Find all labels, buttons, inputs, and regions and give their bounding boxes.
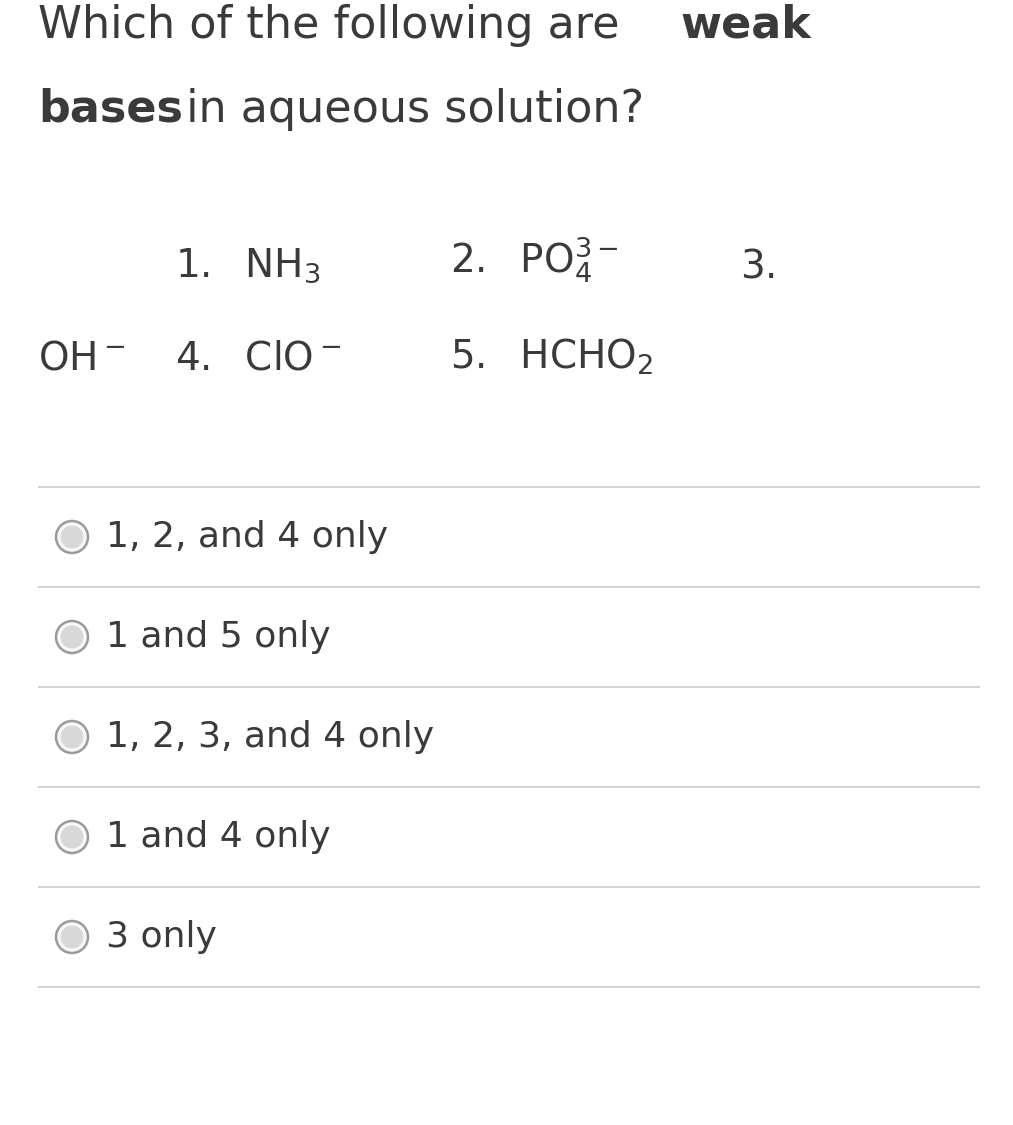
Circle shape [56, 521, 88, 554]
Text: $\mathsf{4.\ \ ClO^-}$: $\mathsf{4.\ \ ClO^-}$ [175, 339, 341, 377]
Text: 1, 2, 3, and 4 only: 1, 2, 3, and 4 only [106, 720, 435, 754]
Text: Which of the following are: Which of the following are [38, 4, 633, 47]
Text: $\mathsf{1.\ \ NH_3}$: $\mathsf{1.\ \ NH_3}$ [175, 246, 321, 285]
Circle shape [61, 626, 83, 648]
Text: weak: weak [680, 4, 810, 47]
Text: $\mathsf{5.\ \ HCHO_2}$: $\mathsf{5.\ \ HCHO_2}$ [450, 336, 653, 377]
Circle shape [56, 621, 88, 652]
Text: $\mathsf{3.}$: $\mathsf{3.}$ [741, 248, 775, 285]
Text: $\mathsf{2.\ \ PO_4^{3-}}$: $\mathsf{2.\ \ PO_4^{3-}}$ [450, 234, 619, 285]
Text: in aqueous solution?: in aqueous solution? [172, 88, 644, 130]
Circle shape [56, 721, 88, 753]
Circle shape [61, 726, 83, 748]
Circle shape [61, 525, 83, 549]
Circle shape [61, 926, 83, 948]
Text: 3 only: 3 only [106, 920, 217, 954]
Text: $\mathsf{OH^-}$: $\mathsf{OH^-}$ [38, 339, 126, 377]
Circle shape [56, 821, 88, 853]
Text: bases: bases [38, 88, 183, 130]
Text: 1, 2, and 4 only: 1, 2, and 4 only [106, 520, 388, 554]
Circle shape [56, 921, 88, 953]
Text: 1 and 4 only: 1 and 4 only [106, 820, 330, 854]
Circle shape [61, 826, 83, 848]
Text: 1 and 5 only: 1 and 5 only [106, 620, 330, 654]
